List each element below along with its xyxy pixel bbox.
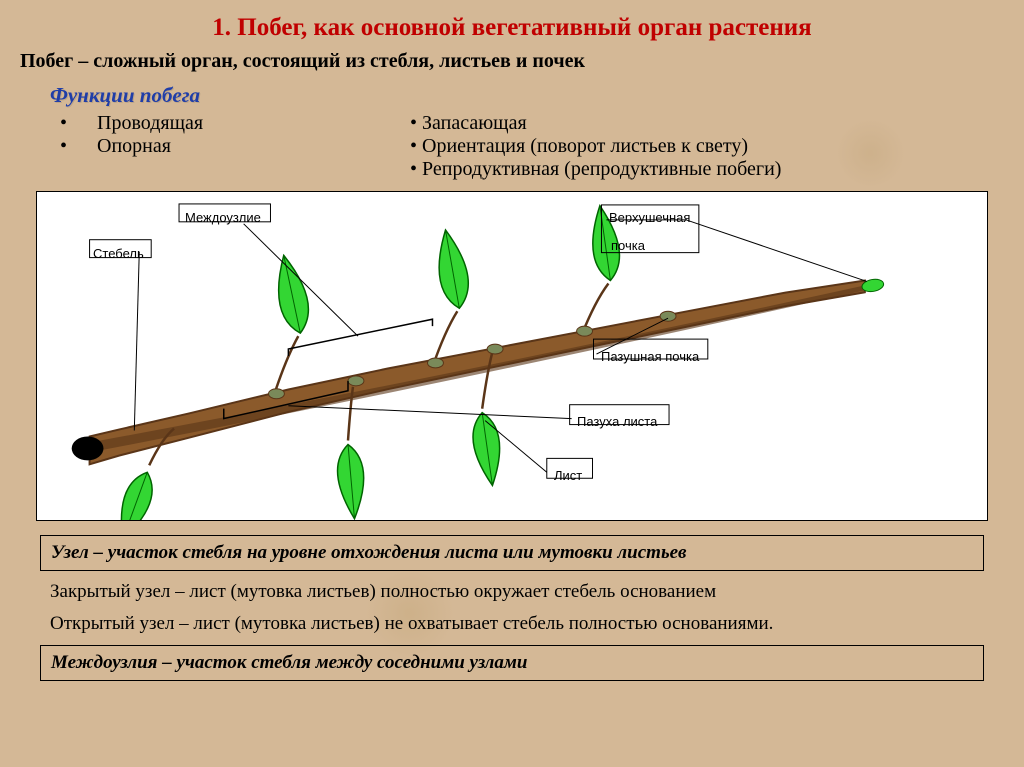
diagram-svg (37, 192, 987, 520)
list-item: Репродуктивная (репродуктивные побеги) (410, 158, 1004, 181)
shoot-diagram: Междоузлие Стебель Верхушечная почка Паз… (36, 191, 988, 521)
page-title: 1. Побег, как основной вегетативный орга… (0, 0, 1024, 42)
closed-node-text: Закрытый узел – лист (мутовка листьев) п… (50, 581, 974, 603)
title-text: 1. Побег, как основной вегетативный орга… (212, 14, 811, 41)
label-apical-bud-2: почка (611, 238, 645, 253)
label-leaf: Лист (554, 468, 582, 483)
definition-term: Побег (20, 50, 73, 72)
open-node-text: Открытый узел – лист (мутовка листьев) н… (50, 613, 974, 635)
functions-left-list: ПроводящаяОпорная (20, 112, 400, 158)
label-apical-bud-1: Верхушечная (609, 210, 690, 225)
list-item: Опорная (60, 135, 400, 158)
internode-definition-text: Междоузлия – участок стебля между соседн… (51, 652, 528, 673)
functions-columns: ПроводящаяОпорная ЗапасающаяОриентация (… (0, 108, 1024, 181)
label-stem: Стебель (93, 246, 144, 261)
list-item: Проводящая (60, 112, 400, 135)
list-item: Запасающая (410, 112, 1004, 135)
list-item: Ориентация (поворот листьев к свету) (410, 135, 1004, 158)
node-definition-box: Узел – участок стебля на уровне отхожден… (40, 535, 984, 571)
functions-right-col: ЗапасающаяОриентация (поворот листьев к … (400, 108, 1004, 181)
functions-left-col: ПроводящаяОпорная (20, 108, 400, 181)
label-axillary-bud: Пазушная почка (601, 349, 699, 364)
node-definition-text: Узел – участок стебля на уровне отхожден… (51, 542, 687, 563)
functions-right-list: ЗапасающаяОриентация (поворот листьев к … (400, 112, 1004, 181)
label-internode: Междоузлие (185, 210, 261, 225)
definition-rest: – сложный орган, состоящий из стебля, ли… (73, 50, 585, 72)
label-leaf-axil: Пазуха листа (577, 414, 657, 429)
functions-subtitle: Функции побега (0, 83, 1024, 108)
definition-line: Побег – сложный орган, состоящий из стеб… (0, 42, 1024, 77)
internode-definition-box: Междоузлия – участок стебля между соседн… (40, 645, 984, 681)
